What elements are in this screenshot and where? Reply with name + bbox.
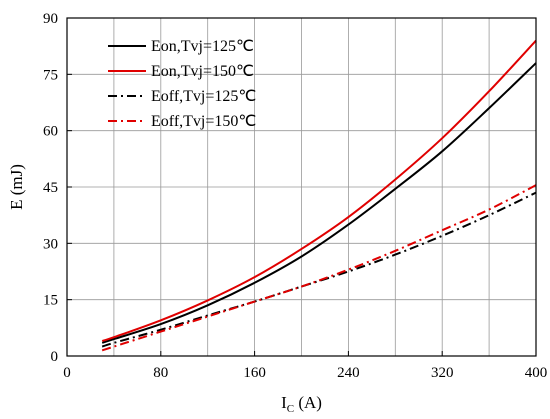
series-lines [101,39,537,352]
legend-label: Eoff,Tvj=125℃ [151,88,256,105]
x-tick-label: 80 [153,365,168,381]
y-tick-label: 15 [43,293,58,309]
x-tick-label: 0 [63,365,71,381]
y-tick-label: 90 [43,11,58,27]
y-tick-label: 30 [43,236,58,252]
x-axis-title: IC (A) [281,393,322,415]
x-axis-title-main: I [281,393,287,412]
grid-lines [67,18,536,356]
y-tick-label: 45 [43,180,58,196]
legend-label: Eon,Tvj=150℃ [151,63,254,80]
legend: Eon,Tvj=125℃ Eon,Tvj=150℃ Eoff,Tvj=125℃ Eof… [108,38,256,130]
x-tick-label: 320 [431,365,454,381]
x-axis-title-subscript: C [287,403,294,415]
legend-label: Eoff,Tvj=150℃ [151,113,256,130]
y-tick-label: 0 [51,349,59,365]
x-tick-label: 400 [525,365,548,381]
y-axis-title: E (mJ) [7,164,26,210]
series-line-1 [101,62,537,344]
x-tick-label: 160 [243,365,266,381]
y-tick-label: 75 [43,67,58,83]
axis-ticks: 0 80 160 240 320 400 0 15 30 45 60 75 90 [43,11,547,381]
y-tick-label: 60 [43,124,58,140]
series-line-4 [101,184,537,352]
series-line-2 [101,39,537,342]
x-tick-label: 240 [337,365,360,381]
x-axis-title-unit: (A) [294,393,322,412]
series-line-3 [101,191,537,348]
legend-label: Eon,Tvj=125℃ [151,38,254,55]
